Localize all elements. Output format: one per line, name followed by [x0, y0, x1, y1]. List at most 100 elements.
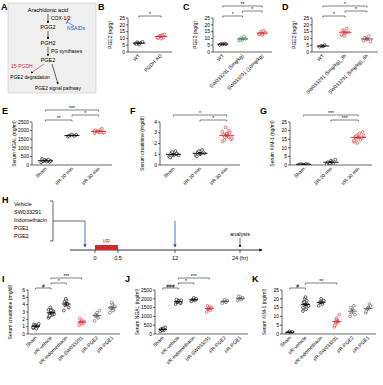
significance-label: * — [355, 6, 357, 12]
data-point — [62, 309, 65, 312]
y-axis — [32, 122, 33, 165]
error-bar — [321, 45, 325, 47]
y-tick-label: 4 — [154, 119, 157, 125]
y-tick-label: 25 — [204, 15, 210, 21]
error-bar — [49, 312, 53, 313]
data-point — [67, 306, 70, 309]
inhibition-line — [67, 22, 74, 26]
data-point — [78, 317, 81, 320]
data-point — [93, 319, 96, 322]
node-label: PGH2 — [41, 40, 56, 46]
y-axis — [282, 290, 283, 334]
mean-line — [217, 44, 228, 45]
significance-label: *** — [328, 110, 334, 116]
error-bar — [137, 42, 141, 44]
panel: E05001000150020002500Serum NGAL (ng/ml)S… — [2, 105, 112, 187]
y-tick-label: 0 — [22, 331, 25, 337]
y-tick — [26, 290, 28, 291]
data-point — [320, 297, 323, 300]
error-bar — [356, 136, 360, 138]
mean-line — [339, 32, 351, 33]
y-axis-label: Serum creatinine (mg/dl) — [7, 284, 13, 339]
timeline: HVehicleSW033291IndomethacinPGE1PGE200.5… — [2, 195, 262, 261]
y-tick — [211, 31, 213, 32]
significance-label: * — [251, 6, 253, 12]
category-label: Sham — [34, 165, 47, 178]
mean-line — [62, 304, 71, 305]
y-tick — [310, 45, 312, 46]
y-tick-label: 20 — [273, 296, 279, 302]
time-tick-label: 0 — [93, 255, 96, 261]
y-tick-label: 15 — [303, 28, 309, 34]
mean-line — [285, 332, 294, 333]
mean-line — [205, 308, 214, 309]
data-point — [334, 158, 337, 161]
significance-label: * — [344, 1, 346, 7]
node-label: PGE2 signal pathway — [35, 86, 81, 91]
mean-line — [193, 153, 208, 154]
y-tick — [30, 139, 32, 140]
data-point — [338, 313, 341, 316]
y-axis-label: Serum NGAL (ng/ml) — [134, 288, 140, 335]
time-tick-label: 24 (hr) — [232, 255, 248, 261]
node-label: PGE2 — [41, 57, 56, 63]
y-tick-label: 10 — [281, 145, 287, 151]
data-point — [180, 299, 183, 302]
category-label: WT — [215, 52, 225, 62]
marks — [317, 27, 373, 48]
y-tick — [310, 38, 312, 39]
significance-label: ** — [241, 1, 245, 7]
mean-line — [189, 299, 198, 300]
marks — [285, 296, 372, 334]
mean-line — [236, 298, 245, 299]
y-axis-label: PGE2 (ng/g) — [107, 21, 113, 49]
category-label: Sham — [151, 334, 164, 347]
y-tick-label: 3 — [154, 129, 157, 135]
data-point — [192, 297, 195, 300]
error-bar — [207, 308, 211, 310]
error-bar — [198, 153, 202, 155]
error-bar — [343, 31, 347, 33]
x-axis — [155, 334, 248, 335]
error-bar — [260, 32, 264, 33]
data-point — [48, 315, 51, 318]
category-label: I/R-20 min — [313, 165, 334, 186]
error-bar — [176, 301, 180, 303]
category-label: PGDH KO — [143, 52, 164, 73]
y-tick — [211, 45, 213, 46]
time-tick — [95, 250, 96, 253]
data-point — [112, 309, 115, 312]
panel-label: E — [2, 106, 8, 116]
y-tick — [158, 154, 160, 155]
y-tick-label: 15 — [281, 136, 287, 142]
y-tick — [153, 298, 155, 299]
y-axis-label: PGE2 (ng/g) — [192, 21, 198, 49]
data-point — [71, 133, 74, 136]
data-point — [169, 156, 172, 159]
y-tick-label: 1500 — [141, 304, 152, 310]
significance-label: * — [333, 11, 335, 17]
y-tick-label: 20 — [303, 22, 309, 28]
error-bar — [80, 321, 84, 323]
y-tick — [153, 290, 155, 291]
mean-line — [351, 137, 366, 138]
panel-label: C — [183, 2, 190, 12]
y-tick-label: 2500 — [18, 119, 29, 125]
y-tick — [280, 316, 282, 317]
y-tick — [153, 325, 155, 326]
y-tick — [288, 139, 290, 140]
y-tick-label: 10 — [204, 35, 210, 41]
y-tick-label: 2000 — [18, 127, 29, 133]
significance-label: * — [149, 11, 151, 17]
x-axis — [312, 52, 378, 53]
y-tick — [211, 24, 213, 25]
marks — [296, 131, 366, 165]
y-tick-label: 10 — [119, 35, 125, 41]
significance-label: ** — [57, 115, 61, 121]
y-axis — [128, 18, 129, 52]
data-point — [201, 149, 204, 152]
y-tick — [288, 130, 290, 131]
y-axis — [213, 18, 214, 52]
y-tick — [310, 52, 312, 53]
error-bar — [159, 36, 163, 37]
